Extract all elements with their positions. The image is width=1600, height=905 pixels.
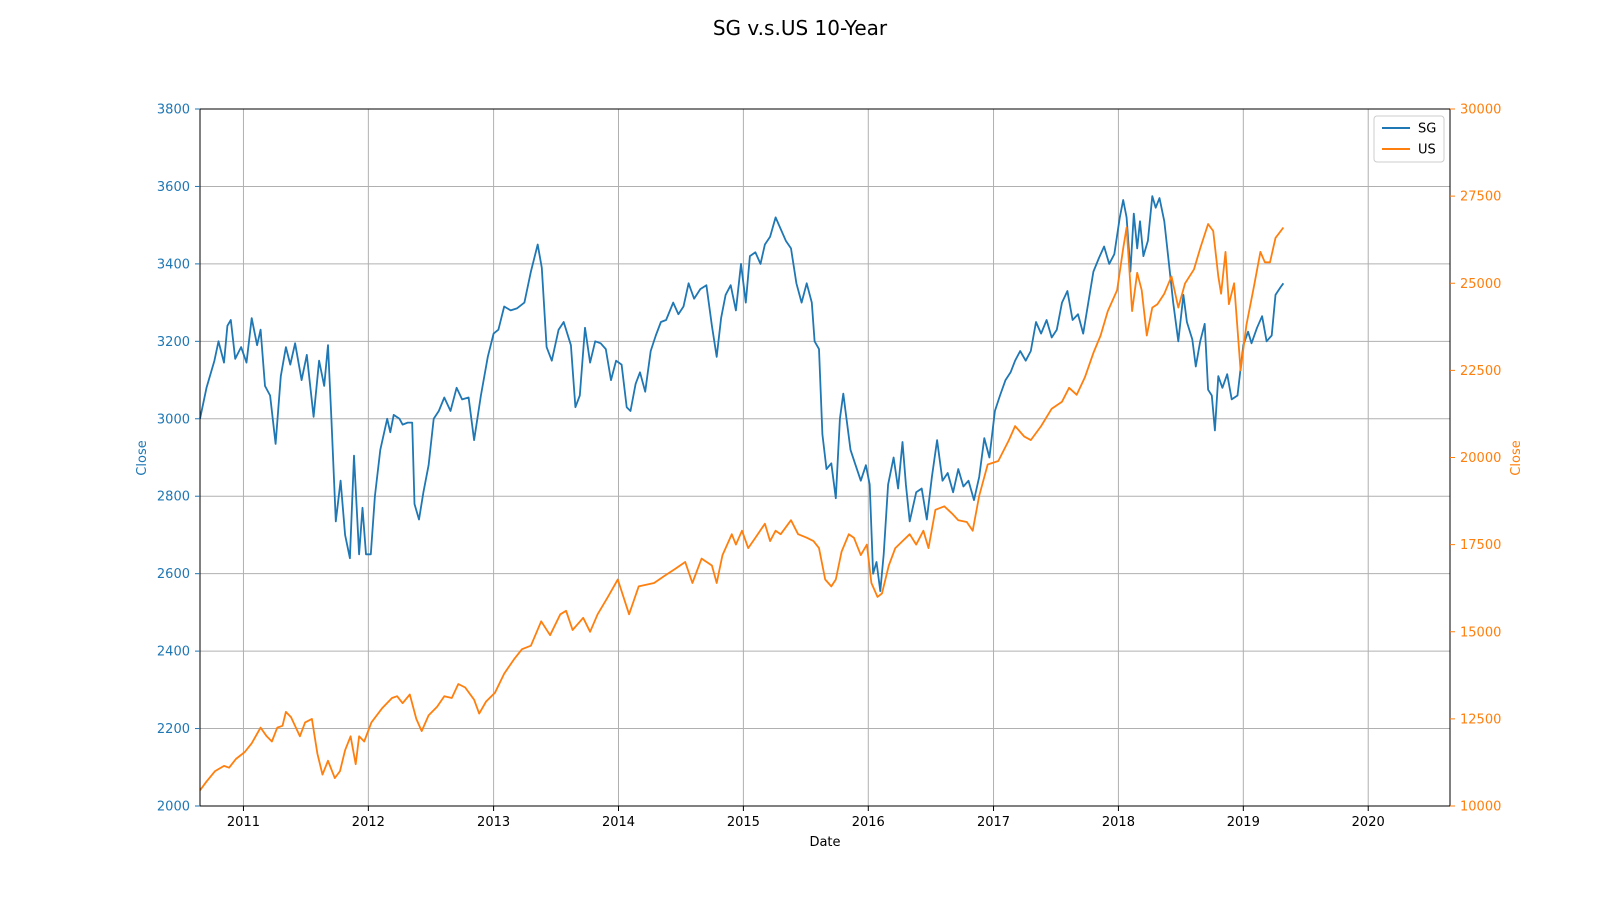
y-right-tick-label: 12500	[1460, 712, 1501, 727]
series-line-us	[199, 223, 1285, 791]
y-right-tick-label: 30000	[1460, 103, 1501, 118]
x-tick-label: 2017	[977, 815, 1010, 830]
y-left-tick-label: 3200	[157, 335, 190, 350]
x-tick-label: 2020	[1352, 815, 1385, 830]
y-right-tick-label: 25000	[1460, 277, 1501, 292]
y-right-tick-label: 27500	[1460, 190, 1501, 205]
x-tick-label: 2019	[1227, 815, 1260, 830]
x-tick-label: 2015	[727, 815, 760, 830]
chart-title: SG v.s.US 10-Year	[713, 16, 888, 40]
legend-label-us: US	[1418, 143, 1436, 158]
legend-label-sg: SG	[1418, 122, 1436, 137]
y-left-tick-label: 2400	[157, 645, 190, 660]
y-left-tick-label: 2000	[157, 800, 190, 815]
y-right-tick-label: 10000	[1460, 800, 1501, 815]
y-left-tick-label: 3400	[157, 257, 190, 272]
x-axis-label: Date	[809, 835, 840, 850]
x-tick-label: 2018	[1102, 815, 1135, 830]
x-tick-label: 2016	[852, 815, 885, 830]
x-tick-label: 2014	[602, 815, 635, 830]
x-axis: 2011 2012 2013 2014 2015 2016 2017 2018 2019 2020	[227, 806, 1385, 830]
y-right-tick-label: 22500	[1460, 364, 1501, 379]
y-axis-right: 10000 12500 15000 17500 20000 22500 25000 27500…	[1450, 103, 1501, 815]
y-left-tick-label: 3800	[157, 103, 190, 118]
y-right-tick-label: 20000	[1460, 451, 1501, 466]
x-tick-label: 2013	[477, 815, 510, 830]
y-axis-left: 2000 2200 2400 2600 2800 3000 3200 3400 3600 3800	[157, 103, 200, 815]
legend: SG US	[1373, 115, 1445, 163]
x-tick-label: 2011	[227, 815, 260, 830]
y-right-tick-label: 17500	[1460, 538, 1501, 553]
y-left-tick-label: 3600	[157, 180, 190, 195]
y-left-tick-label: 2600	[157, 567, 190, 582]
y-left-tick-label: 2800	[157, 490, 190, 505]
y-axis-left-label: Close	[135, 440, 150, 475]
y-left-tick-label: 3000	[157, 412, 190, 427]
series-line-sg	[199, 195, 1285, 592]
x-tick-label: 2012	[352, 815, 385, 830]
y-axis-right-label: Close	[1509, 440, 1524, 475]
y-left-tick-label: 2200	[157, 722, 190, 737]
series-lines	[199, 195, 1285, 791]
y-right-tick-label: 15000	[1460, 625, 1501, 640]
